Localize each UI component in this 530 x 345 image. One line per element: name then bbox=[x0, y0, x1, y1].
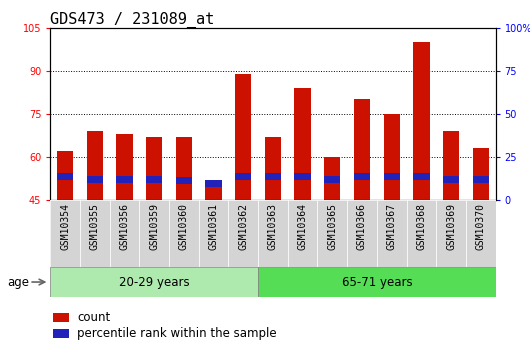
Text: percentile rank within the sample: percentile rank within the sample bbox=[77, 327, 277, 341]
Text: age: age bbox=[7, 276, 30, 288]
Bar bbox=[53, 313, 69, 322]
Text: GSM10356: GSM10356 bbox=[120, 204, 129, 250]
Bar bbox=[80, 200, 110, 267]
Bar bbox=[384, 173, 400, 180]
Bar bbox=[347, 200, 377, 267]
Bar bbox=[258, 200, 288, 267]
Bar bbox=[473, 176, 489, 183]
Text: 65-71 years: 65-71 years bbox=[341, 276, 412, 288]
Bar bbox=[324, 157, 340, 200]
Bar bbox=[87, 131, 103, 200]
Text: GSM10361: GSM10361 bbox=[209, 204, 218, 250]
Bar bbox=[57, 151, 73, 200]
Bar bbox=[473, 148, 489, 200]
Text: GSM10360: GSM10360 bbox=[179, 204, 189, 250]
Text: GSM10363: GSM10363 bbox=[268, 204, 278, 250]
Bar bbox=[176, 137, 192, 200]
Bar bbox=[384, 114, 400, 200]
Text: 20-29 years: 20-29 years bbox=[119, 276, 190, 288]
Bar bbox=[413, 42, 429, 200]
Bar bbox=[377, 200, 407, 267]
Text: GSM10355: GSM10355 bbox=[90, 204, 100, 250]
Text: GSM10370: GSM10370 bbox=[476, 204, 485, 250]
Text: GSM10354: GSM10354 bbox=[60, 204, 70, 250]
Text: GSM10366: GSM10366 bbox=[357, 204, 367, 250]
Text: GSM10364: GSM10364 bbox=[298, 204, 307, 250]
Bar bbox=[407, 200, 436, 267]
Bar bbox=[354, 99, 370, 200]
Bar bbox=[324, 176, 340, 183]
Bar bbox=[139, 200, 169, 267]
Bar bbox=[50, 267, 258, 297]
Text: GSM10362: GSM10362 bbox=[238, 204, 248, 250]
Bar bbox=[436, 200, 466, 267]
Bar bbox=[443, 131, 459, 200]
Bar bbox=[413, 173, 429, 180]
Bar bbox=[169, 200, 199, 267]
Bar bbox=[117, 176, 132, 183]
Bar bbox=[258, 267, 496, 297]
Bar bbox=[265, 137, 281, 200]
Bar bbox=[87, 176, 103, 183]
Bar bbox=[265, 173, 281, 180]
Bar bbox=[466, 200, 496, 267]
Bar bbox=[176, 177, 192, 184]
Bar bbox=[206, 180, 222, 187]
Bar bbox=[288, 200, 317, 267]
Text: GSM10365: GSM10365 bbox=[328, 204, 337, 250]
Bar bbox=[50, 200, 80, 267]
Bar bbox=[354, 173, 370, 180]
Bar bbox=[146, 176, 162, 183]
Text: count: count bbox=[77, 311, 110, 324]
Bar bbox=[146, 137, 162, 200]
Text: GDS473 / 231089_at: GDS473 / 231089_at bbox=[50, 11, 215, 28]
Bar bbox=[199, 200, 228, 267]
Bar bbox=[57, 173, 73, 180]
Bar bbox=[117, 134, 132, 200]
Text: GSM10359: GSM10359 bbox=[149, 204, 159, 250]
Bar bbox=[110, 200, 139, 267]
Bar bbox=[235, 73, 251, 200]
Bar bbox=[50, 200, 496, 267]
Text: GSM10367: GSM10367 bbox=[387, 204, 396, 250]
Text: GSM10368: GSM10368 bbox=[417, 204, 426, 250]
Bar bbox=[235, 173, 251, 180]
Text: GSM10369: GSM10369 bbox=[446, 204, 456, 250]
Bar bbox=[295, 173, 311, 180]
Bar bbox=[443, 176, 459, 183]
Bar bbox=[206, 186, 222, 200]
Bar bbox=[295, 88, 311, 200]
Bar bbox=[228, 200, 258, 267]
Bar bbox=[317, 200, 347, 267]
Bar bbox=[53, 329, 69, 338]
